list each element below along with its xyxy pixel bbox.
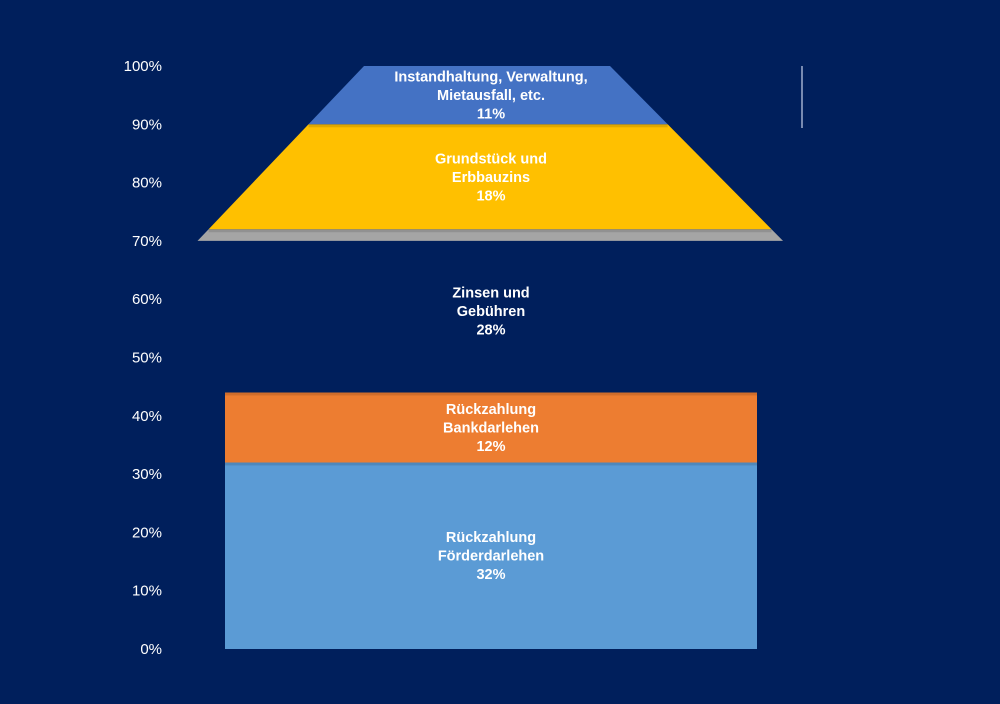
segment-name-label: Bankdarlehen: [443, 420, 539, 436]
segment-instandhaltung: [308, 66, 668, 125]
segment-separator: [225, 462, 757, 466]
y-tick-label: 70%: [132, 233, 162, 250]
segment-name-label: Mietausfall, etc.: [437, 88, 545, 104]
segment-value-label: 18%: [476, 188, 505, 204]
y-tick-label: 0%: [140, 641, 162, 658]
segment-name-label: Förderdarlehen: [438, 549, 544, 565]
segment-value-label: 12%: [476, 439, 505, 455]
house-segments: [197, 66, 784, 649]
segment-grundstueck: [208, 124, 772, 230]
segment-separator: [208, 229, 772, 233]
y-tick-label: 100%: [124, 58, 162, 75]
segment-foerderdarlehen: [225, 462, 757, 649]
y-tick-label: 60%: [132, 291, 162, 308]
segment-value-label: 32%: [476, 567, 505, 583]
segment-name-label: Instandhaltung, Verwaltung,: [394, 70, 587, 86]
segment-labels: Rückzahlung Förderdarlehen 32% Rückzahlung B…: [394, 70, 587, 584]
segment-value-label: 11%: [477, 107, 505, 123]
segment-separator: [225, 392, 757, 396]
segment-name-label: Rückzahlung: [446, 530, 536, 546]
segment-value-label: 28%: [476, 322, 505, 338]
segment-separator: [308, 124, 668, 128]
y-tick-label: 20%: [132, 524, 162, 541]
y-tick-label: 50%: [132, 350, 162, 367]
segment-name-label: Zinsen und: [452, 285, 529, 301]
segment-zinsen: [197, 229, 784, 241]
y-tick-label: 80%: [132, 175, 162, 192]
segment-name-label: Rückzahlung: [446, 402, 536, 418]
segment-name-label: Grundstück und: [435, 151, 547, 167]
y-tick-label: 40%: [132, 408, 162, 425]
y-tick-label: 90%: [132, 116, 162, 133]
y-tick-label: 10%: [132, 583, 162, 600]
y-tick-label: 30%: [132, 466, 162, 483]
segment-name-label: Gebühren: [457, 304, 525, 320]
y-axis-ticks: 0% 10% 20% 30% 40% 50% 60% 70% 80% 90% 100%: [124, 58, 162, 658]
segment-name-label: Erbbauzins: [452, 170, 530, 186]
segment-bankdarlehen: [225, 392, 757, 463]
